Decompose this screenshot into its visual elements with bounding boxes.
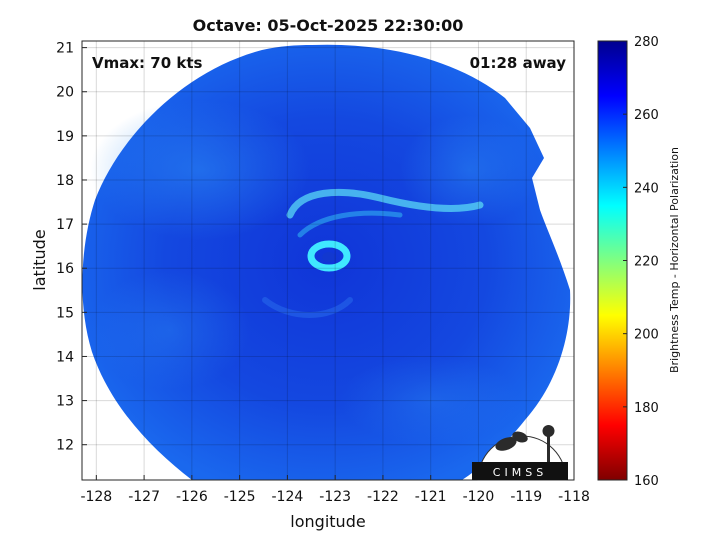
logo-text: CIMSS: [493, 466, 547, 479]
y-tick-label: 18: [56, 173, 74, 189]
outer-cloud-band: [90, 100, 310, 240]
spiral-rainband: [297, 210, 403, 238]
x-tick-label: -119: [510, 489, 542, 505]
colorbar-tick-label: 220: [634, 255, 659, 270]
colorbar-tick-label: 260: [634, 108, 659, 123]
grid: [82, 41, 575, 480]
colorbar: 280 260 240 220 200 180 160 Brightness Temp - …: [597, 35, 681, 489]
x-tick-label: -120: [463, 489, 495, 505]
outer-cloud-band: [340, 355, 520, 445]
x-tick-label: -124: [272, 489, 304, 505]
eyewall: [307, 240, 351, 272]
colorbar-tick-label: 280: [634, 35, 659, 50]
colorbar-tick-label: 240: [634, 181, 659, 196]
logo-banner: [472, 462, 568, 480]
y-tick-label: 13: [56, 394, 74, 410]
plot-area: Vmax: 70 kts 01:28 away CIMSS: [81, 40, 575, 481]
storm-eye: [322, 252, 336, 262]
y-tick-label: 21: [56, 41, 74, 57]
y-tick-label: 14: [56, 349, 74, 365]
y-axis-label: latitude: [30, 229, 49, 290]
x-tick-label: -122: [367, 489, 399, 505]
y-tick-label: 19: [56, 129, 74, 145]
x-tick-label: -128: [80, 489, 112, 505]
y-tick-label: 12: [56, 438, 74, 454]
x-tick-labels: -128 -127 -126 -125 -124 -123 -122 -121 -120 -119…: [80, 489, 589, 505]
spiral-rainband: [286, 188, 484, 219]
outer-cloud-band: [90, 270, 250, 390]
y-tick-label: 15: [56, 305, 74, 321]
y-tick-labels: 12 13 14 15 16 17 18 19 20 21: [56, 41, 74, 454]
spiral-rainband: [262, 297, 353, 318]
logo-tower-icon: [542, 425, 555, 437]
colorbar-gradient: [597, 40, 628, 481]
y-tick-label: 17: [56, 217, 74, 233]
y-tick-label: 20: [56, 85, 74, 101]
figure-title: Octave: 05-Oct-2025 22:30:00: [193, 16, 464, 35]
swath-image: [82, 44, 571, 480]
colorbar-tick-labels: 280 260 240 220 200 180 160: [623, 35, 659, 489]
logo-tower-icon: [547, 434, 550, 464]
x-tick-label: -125: [224, 489, 256, 505]
colorbar-tick-label: 160: [634, 474, 659, 489]
x-tick-label: -118: [558, 489, 590, 505]
outer-cloud-band: [400, 115, 540, 225]
x-tick-label: -126: [176, 489, 208, 505]
y-tick-label: 16: [56, 261, 74, 277]
x-tick-label: -123: [319, 489, 351, 505]
x-tick-label: -121: [415, 489, 447, 505]
colorbar-tick-label: 180: [634, 401, 659, 416]
logo-dish-icon: [512, 431, 528, 443]
vmax-label: Vmax: 70 kts: [92, 54, 202, 72]
time-away-label: 01:28 away: [470, 54, 567, 72]
colorbar-tick-label: 200: [634, 328, 659, 343]
colorbar-label: Brightness Temp - Horizontal Polarizatio…: [668, 147, 681, 373]
axes-frame: [81, 40, 575, 481]
cimss-logo: CIMSS: [472, 425, 568, 481]
x-axis-label: longitude: [290, 512, 365, 531]
logo-dish-icon: [495, 437, 517, 451]
x-tick-label: -127: [128, 489, 160, 505]
